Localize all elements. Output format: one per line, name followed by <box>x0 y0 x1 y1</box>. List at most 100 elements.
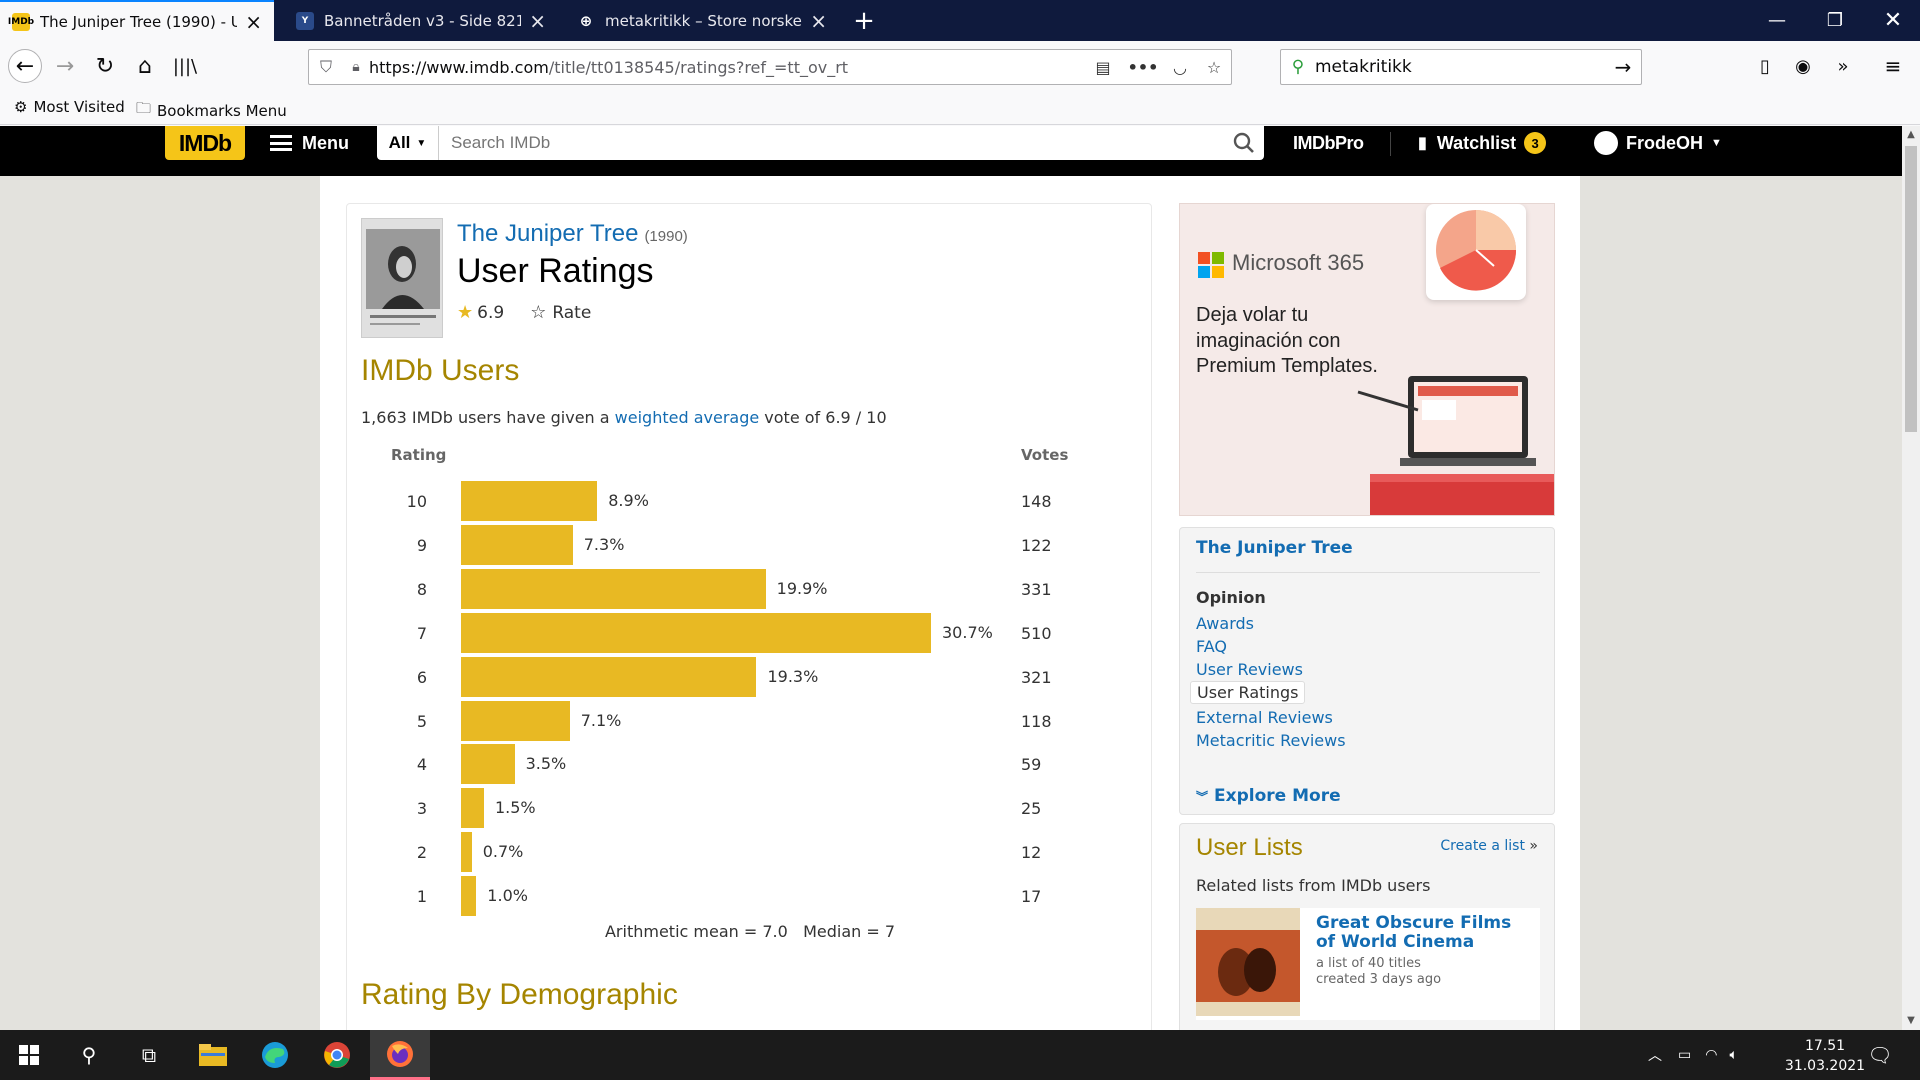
votes-column-header: Votes <box>1021 446 1069 464</box>
ratings-summary: 1,663 IMDb users have given a weighted a… <box>361 408 887 427</box>
overflow-chevron-icon[interactable]: » <box>1837 55 1849 77</box>
pocket-icon[interactable]: ◡ <box>1173 57 1187 77</box>
windows-start-icon[interactable] <box>0 1030 58 1080</box>
task-view-icon[interactable]: ⧉ <box>141 1043 157 1067</box>
sidebar-link-metacritic-reviews[interactable]: Metacritic Reviews <box>1196 731 1346 750</box>
star-icon: ★ <box>457 302 474 323</box>
chrome-browser-icon[interactable] <box>308 1030 366 1080</box>
imdbpro-link[interactable]: IMDbPro <box>1293 132 1364 153</box>
imdb-logo[interactable]: IMDb <box>165 126 245 160</box>
tab-title: Bannetråden v3 - Side 8217 - L <box>324 11 522 30</box>
rate-button[interactable]: ☆ Rate <box>530 302 591 323</box>
reader-view-icon[interactable]: ▤ <box>1095 57 1111 77</box>
wifi-icon[interactable]: ◠ <box>1705 1047 1718 1063</box>
close-tab-icon[interactable]: × <box>810 8 827 33</box>
related-lists-label: Related lists from IMDb users <box>1196 876 1431 895</box>
volume-icon[interactable]: 🔈︎ <box>1729 1047 1738 1063</box>
close-tab-icon[interactable]: × <box>529 8 546 33</box>
library-icon[interactable]: |||\ <box>172 55 198 77</box>
rating-value: 1 <box>416 887 427 907</box>
watchlist-link[interactable]: ▮ Watchlist 3 <box>1418 126 1547 160</box>
film-year: (1990) <box>644 228 688 245</box>
vertical-scrollbar[interactable]: ▲ ▼ <box>1902 126 1920 1030</box>
rating-bar <box>461 568 766 609</box>
scroll-down-arrow-icon[interactable]: ▼ <box>1907 1015 1915 1026</box>
arithmetic-mean: Arithmetic mean = 7.0 <box>604 922 788 941</box>
lock-icon[interactable]: 🔒︎ <box>352 59 360 75</box>
clock-date: 31.03.2021 <box>1784 1058 1866 1074</box>
vote-count: 118 <box>1021 711 1052 731</box>
url-path: /title/tt0138545/ratings?ref_=tt_ov_rt <box>548 57 849 77</box>
clock[interactable]: 17.51 31.03.2021 <box>1770 1036 1880 1076</box>
bookmark-menu[interactable]: 🗀 Bookmarks Menu <box>136 98 287 123</box>
forward-arrow-icon[interactable]: → <box>55 53 75 79</box>
advertisement[interactable]: Microsoft 365 Deja volar tu imaginación … <box>1179 203 1555 516</box>
tab-title: metakritikk – Store norske leksi <box>605 11 802 30</box>
search-icon[interactable] <box>1224 126 1264 160</box>
tab-metakritikk[interactable]: ⊕ metakritikk – Store norske leksi × <box>565 0 839 41</box>
list-title-link[interactable]: Great Obscure Films of World Cinema <box>1316 913 1512 952</box>
show-hidden-icons-chevron-icon[interactable]: ︿ <box>1648 1048 1662 1064</box>
url-bar[interactable]: ⛉ 🔒︎ https://www.imdb.com/title/tt013854… <box>308 49 1232 85</box>
imdb-search-input[interactable] <box>439 133 1224 153</box>
taskbar-search-icon[interactable]: ⚲ <box>81 1043 97 1067</box>
close-window-icon[interactable]: ✕ <box>1883 8 1903 33</box>
sidebar-link-awards[interactable]: Awards <box>1196 614 1254 633</box>
scroll-thumb[interactable] <box>1905 146 1917 432</box>
shield-icon[interactable]: ⛉ <box>319 57 332 76</box>
home-icon[interactable]: ⌂ <box>138 53 152 79</box>
sidebar-link-external-reviews[interactable]: External Reviews <box>1196 708 1333 727</box>
sidebar-link-faq[interactable]: FAQ <box>1196 637 1227 656</box>
reload-icon[interactable]: ↻ <box>95 53 115 79</box>
rating-percentage: 1.0% <box>487 886 528 906</box>
menu-button[interactable]: Menu <box>270 126 349 160</box>
minimize-icon[interactable]: — <box>1768 10 1786 31</box>
restore-icon[interactable]: ❐ <box>1826 10 1844 31</box>
rating-percentage: 7.1% <box>580 710 622 730</box>
sidebar-film-title[interactable]: The Juniper Tree <box>1196 538 1353 558</box>
firefox-browser-icon[interactable] <box>370 1030 430 1080</box>
notifications-icon[interactable]: 🗨︎ <box>1867 1043 1893 1067</box>
rating-percentage: 19.9% <box>776 578 828 598</box>
rating-value: 10 <box>406 492 427 511</box>
create-list-link[interactable]: Create a list » <box>1440 838 1538 854</box>
search-category-select[interactable]: All ▼ <box>377 126 439 160</box>
explore-more-button[interactable]: ︾ Explore More <box>1196 786 1341 806</box>
clock-time: 17.51 <box>1804 1038 1846 1054</box>
account-icon[interactable]: ◉ <box>1795 55 1811 77</box>
file-explorer-icon[interactable] <box>184 1030 242 1080</box>
back-arrow-icon[interactable]: ← <box>8 49 42 83</box>
rating-value: 2 <box>416 843 427 863</box>
rating-value: 6 <box>416 667 427 687</box>
caret-down-icon: ▼ <box>416 137 427 149</box>
tab-bannetraden[interactable]: Y Bannetråden v3 - Side 8217 - L × <box>284 0 558 41</box>
film-title[interactable]: The Juniper Tree <box>457 220 639 247</box>
scroll-up-arrow-icon[interactable]: ▲ <box>1907 129 1915 140</box>
hamburger-menu-icon[interactable]: ≡ <box>1884 54 1902 78</box>
sidebar-link-user-ratings[interactable]: User Ratings <box>1190 681 1306 704</box>
title-navigation-box: The Juniper Tree Opinion Awards FAQ User… <box>1179 527 1555 815</box>
page-actions-icon[interactable]: ••• <box>1127 57 1159 77</box>
search-go-arrow-icon[interactable]: → <box>1614 55 1632 79</box>
bookmark-most-visited[interactable]: ⚙ Most Visited <box>14 98 125 116</box>
search-bar[interactable]: ⚲ metakritikk → <box>1280 49 1642 85</box>
close-tab-icon[interactable]: × <box>245 9 262 34</box>
film-title-link[interactable]: The Juniper Tree (1990) <box>457 220 688 248</box>
ad-brand: Microsoft 365 <box>1232 250 1365 275</box>
film-poster[interactable] <box>361 218 443 338</box>
new-tab-icon[interactable]: + <box>853 5 875 36</box>
list-thumbnail[interactable] <box>1196 908 1300 1016</box>
rate-label: Rate <box>552 302 592 323</box>
user-lists-title: User Lists <box>1196 834 1303 861</box>
weighted-average-link[interactable]: weighted average <box>614 408 760 427</box>
folder-icon: 🗀 <box>136 99 152 117</box>
rating-percentage: 19.3% <box>767 666 819 686</box>
tab-imdb[interactable]: IMDb The Juniper Tree (1990) - User r × <box>0 0 274 41</box>
edge-browser-icon[interactable] <box>246 1030 304 1080</box>
sidebar-link-user-reviews[interactable]: User Reviews <box>1196 660 1303 679</box>
user-menu[interactable]: FrodeOH ▼ <box>1594 126 1722 160</box>
battery-icon[interactable]: ▭ <box>1678 1047 1692 1063</box>
navigation-toolbar: ← → ↻ ⌂ |||\ ⛉ 🔒︎ https://www.imdb.com/t… <box>0 41 1920 91</box>
sidebar-toggle-icon[interactable]: ▯ <box>1760 55 1770 77</box>
bookmark-star-icon[interactable]: ☆ <box>1206 57 1222 77</box>
